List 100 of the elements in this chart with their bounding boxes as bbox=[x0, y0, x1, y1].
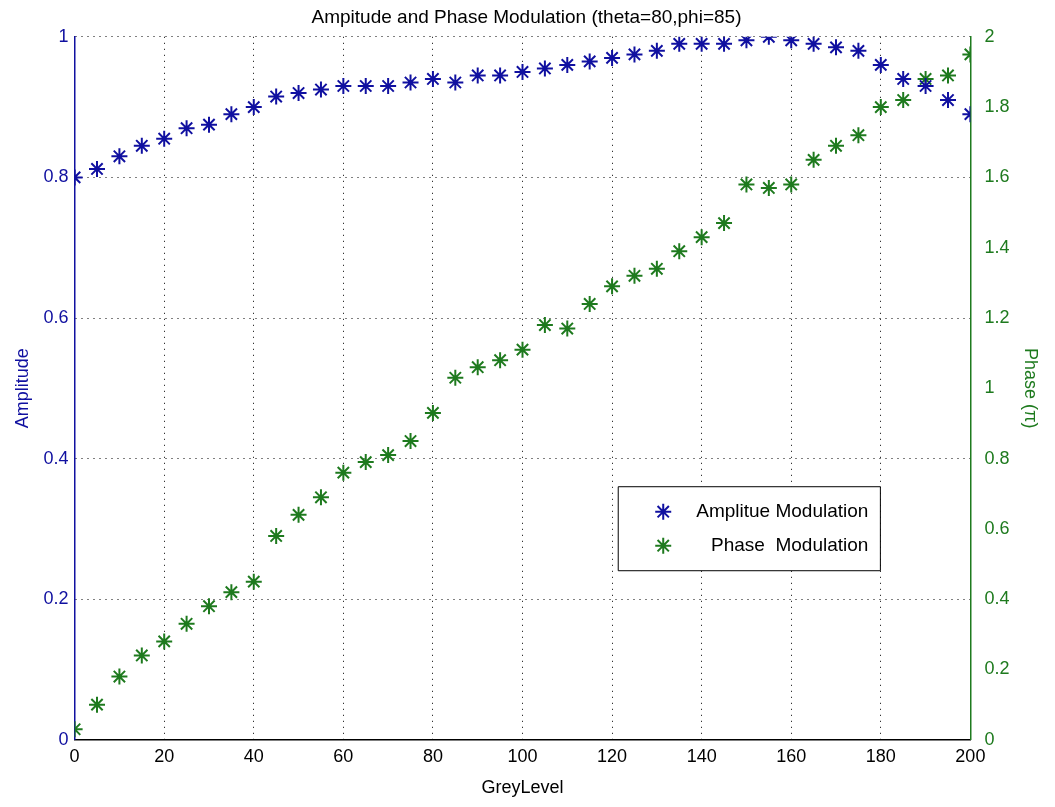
point bbox=[513, 340, 532, 359]
y-tick-label: 0.4 bbox=[43, 447, 69, 468]
point bbox=[670, 36, 689, 53]
point bbox=[715, 36, 734, 53]
point bbox=[916, 77, 935, 96]
y2-tick-label: 0.6 bbox=[984, 517, 1010, 538]
point bbox=[110, 667, 129, 686]
point bbox=[199, 597, 218, 616]
point bbox=[222, 105, 241, 124]
x-tick-label: 120 bbox=[597, 745, 628, 766]
point bbox=[625, 266, 644, 285]
y-tick-label: 0.2 bbox=[43, 588, 69, 609]
point bbox=[938, 66, 957, 85]
y2-tick-label: 1.2 bbox=[984, 306, 1010, 327]
point bbox=[356, 77, 375, 96]
x-tick-label: 200 bbox=[955, 745, 986, 766]
point bbox=[603, 277, 622, 296]
point bbox=[894, 91, 913, 110]
y2-tick-label: 0.2 bbox=[984, 658, 1010, 679]
legend-label: Phase Modulation bbox=[710, 533, 869, 555]
point bbox=[535, 59, 554, 78]
point bbox=[423, 69, 442, 88]
point bbox=[827, 38, 846, 57]
point bbox=[647, 41, 666, 60]
point bbox=[580, 52, 599, 71]
point bbox=[110, 147, 129, 166]
point bbox=[871, 55, 890, 74]
point bbox=[894, 69, 913, 88]
point bbox=[423, 403, 442, 422]
point bbox=[849, 41, 868, 60]
point bbox=[603, 48, 622, 67]
point bbox=[491, 351, 510, 370]
point bbox=[401, 432, 420, 451]
point bbox=[804, 150, 823, 169]
point bbox=[513, 62, 532, 81]
point bbox=[715, 214, 734, 233]
point bbox=[558, 55, 577, 74]
y2-tick-label: 0.4 bbox=[984, 588, 1010, 609]
point bbox=[468, 358, 487, 377]
point bbox=[827, 136, 846, 155]
y2-tick-label: 1 bbox=[984, 377, 995, 398]
point bbox=[692, 228, 711, 247]
x-tick-label: 100 bbox=[507, 745, 538, 766]
legend-label: Amplitue Modulation bbox=[696, 499, 869, 521]
y-tick-label: 0.8 bbox=[43, 166, 69, 187]
point bbox=[759, 178, 778, 197]
point bbox=[938, 91, 957, 110]
point bbox=[535, 316, 554, 335]
point bbox=[558, 319, 577, 338]
point bbox=[647, 259, 666, 278]
point bbox=[155, 129, 174, 148]
point bbox=[401, 73, 420, 92]
point bbox=[289, 505, 308, 524]
y2-tick-label: 1.4 bbox=[984, 236, 1010, 257]
point bbox=[311, 488, 330, 507]
point bbox=[132, 646, 151, 665]
y2-tick-label: 1.6 bbox=[984, 166, 1010, 187]
point bbox=[625, 45, 644, 64]
point bbox=[446, 73, 465, 92]
x-tick-label: 140 bbox=[686, 745, 717, 766]
point bbox=[222, 583, 241, 602]
point bbox=[446, 368, 465, 387]
point bbox=[491, 66, 510, 85]
x-tick-label: 180 bbox=[865, 745, 896, 766]
x-tick-label: 40 bbox=[243, 745, 264, 766]
y2-tick-label: 2 bbox=[984, 25, 995, 46]
y2-tick-label: 0 bbox=[984, 728, 995, 749]
point bbox=[737, 175, 756, 194]
chart-title: Ampitude and Phase Modulation (theta=80,phi=85) bbox=[311, 5, 742, 27]
point bbox=[267, 526, 286, 545]
point bbox=[177, 119, 196, 138]
x-axis-title: GreyLevel bbox=[481, 777, 564, 798]
point bbox=[782, 175, 801, 194]
point bbox=[670, 242, 689, 261]
point bbox=[692, 36, 711, 53]
x-tick-label: 60 bbox=[333, 745, 354, 766]
point bbox=[356, 453, 375, 472]
point bbox=[379, 446, 398, 465]
point bbox=[132, 136, 151, 155]
point bbox=[580, 294, 599, 313]
point bbox=[379, 77, 398, 96]
point bbox=[334, 463, 353, 482]
y2-tick-label: 0.8 bbox=[984, 447, 1010, 468]
x-tick-label: 80 bbox=[422, 745, 443, 766]
point bbox=[88, 695, 107, 714]
point bbox=[199, 115, 218, 134]
point bbox=[334, 77, 353, 96]
y2-axis-title: Phase (π) bbox=[1021, 348, 1042, 429]
y2-tick-label: 1.8 bbox=[984, 96, 1010, 117]
y-tick-label: 0.6 bbox=[43, 306, 69, 327]
point bbox=[267, 87, 286, 106]
point bbox=[289, 84, 308, 103]
x-tick-label: 20 bbox=[154, 745, 175, 766]
point bbox=[871, 98, 890, 117]
x-tick-label: 160 bbox=[776, 745, 807, 766]
point bbox=[849, 126, 868, 145]
point bbox=[177, 614, 196, 633]
y-tick-label: 0 bbox=[58, 728, 69, 749]
y-tick-label: 1 bbox=[58, 25, 69, 46]
point bbox=[88, 159, 107, 178]
